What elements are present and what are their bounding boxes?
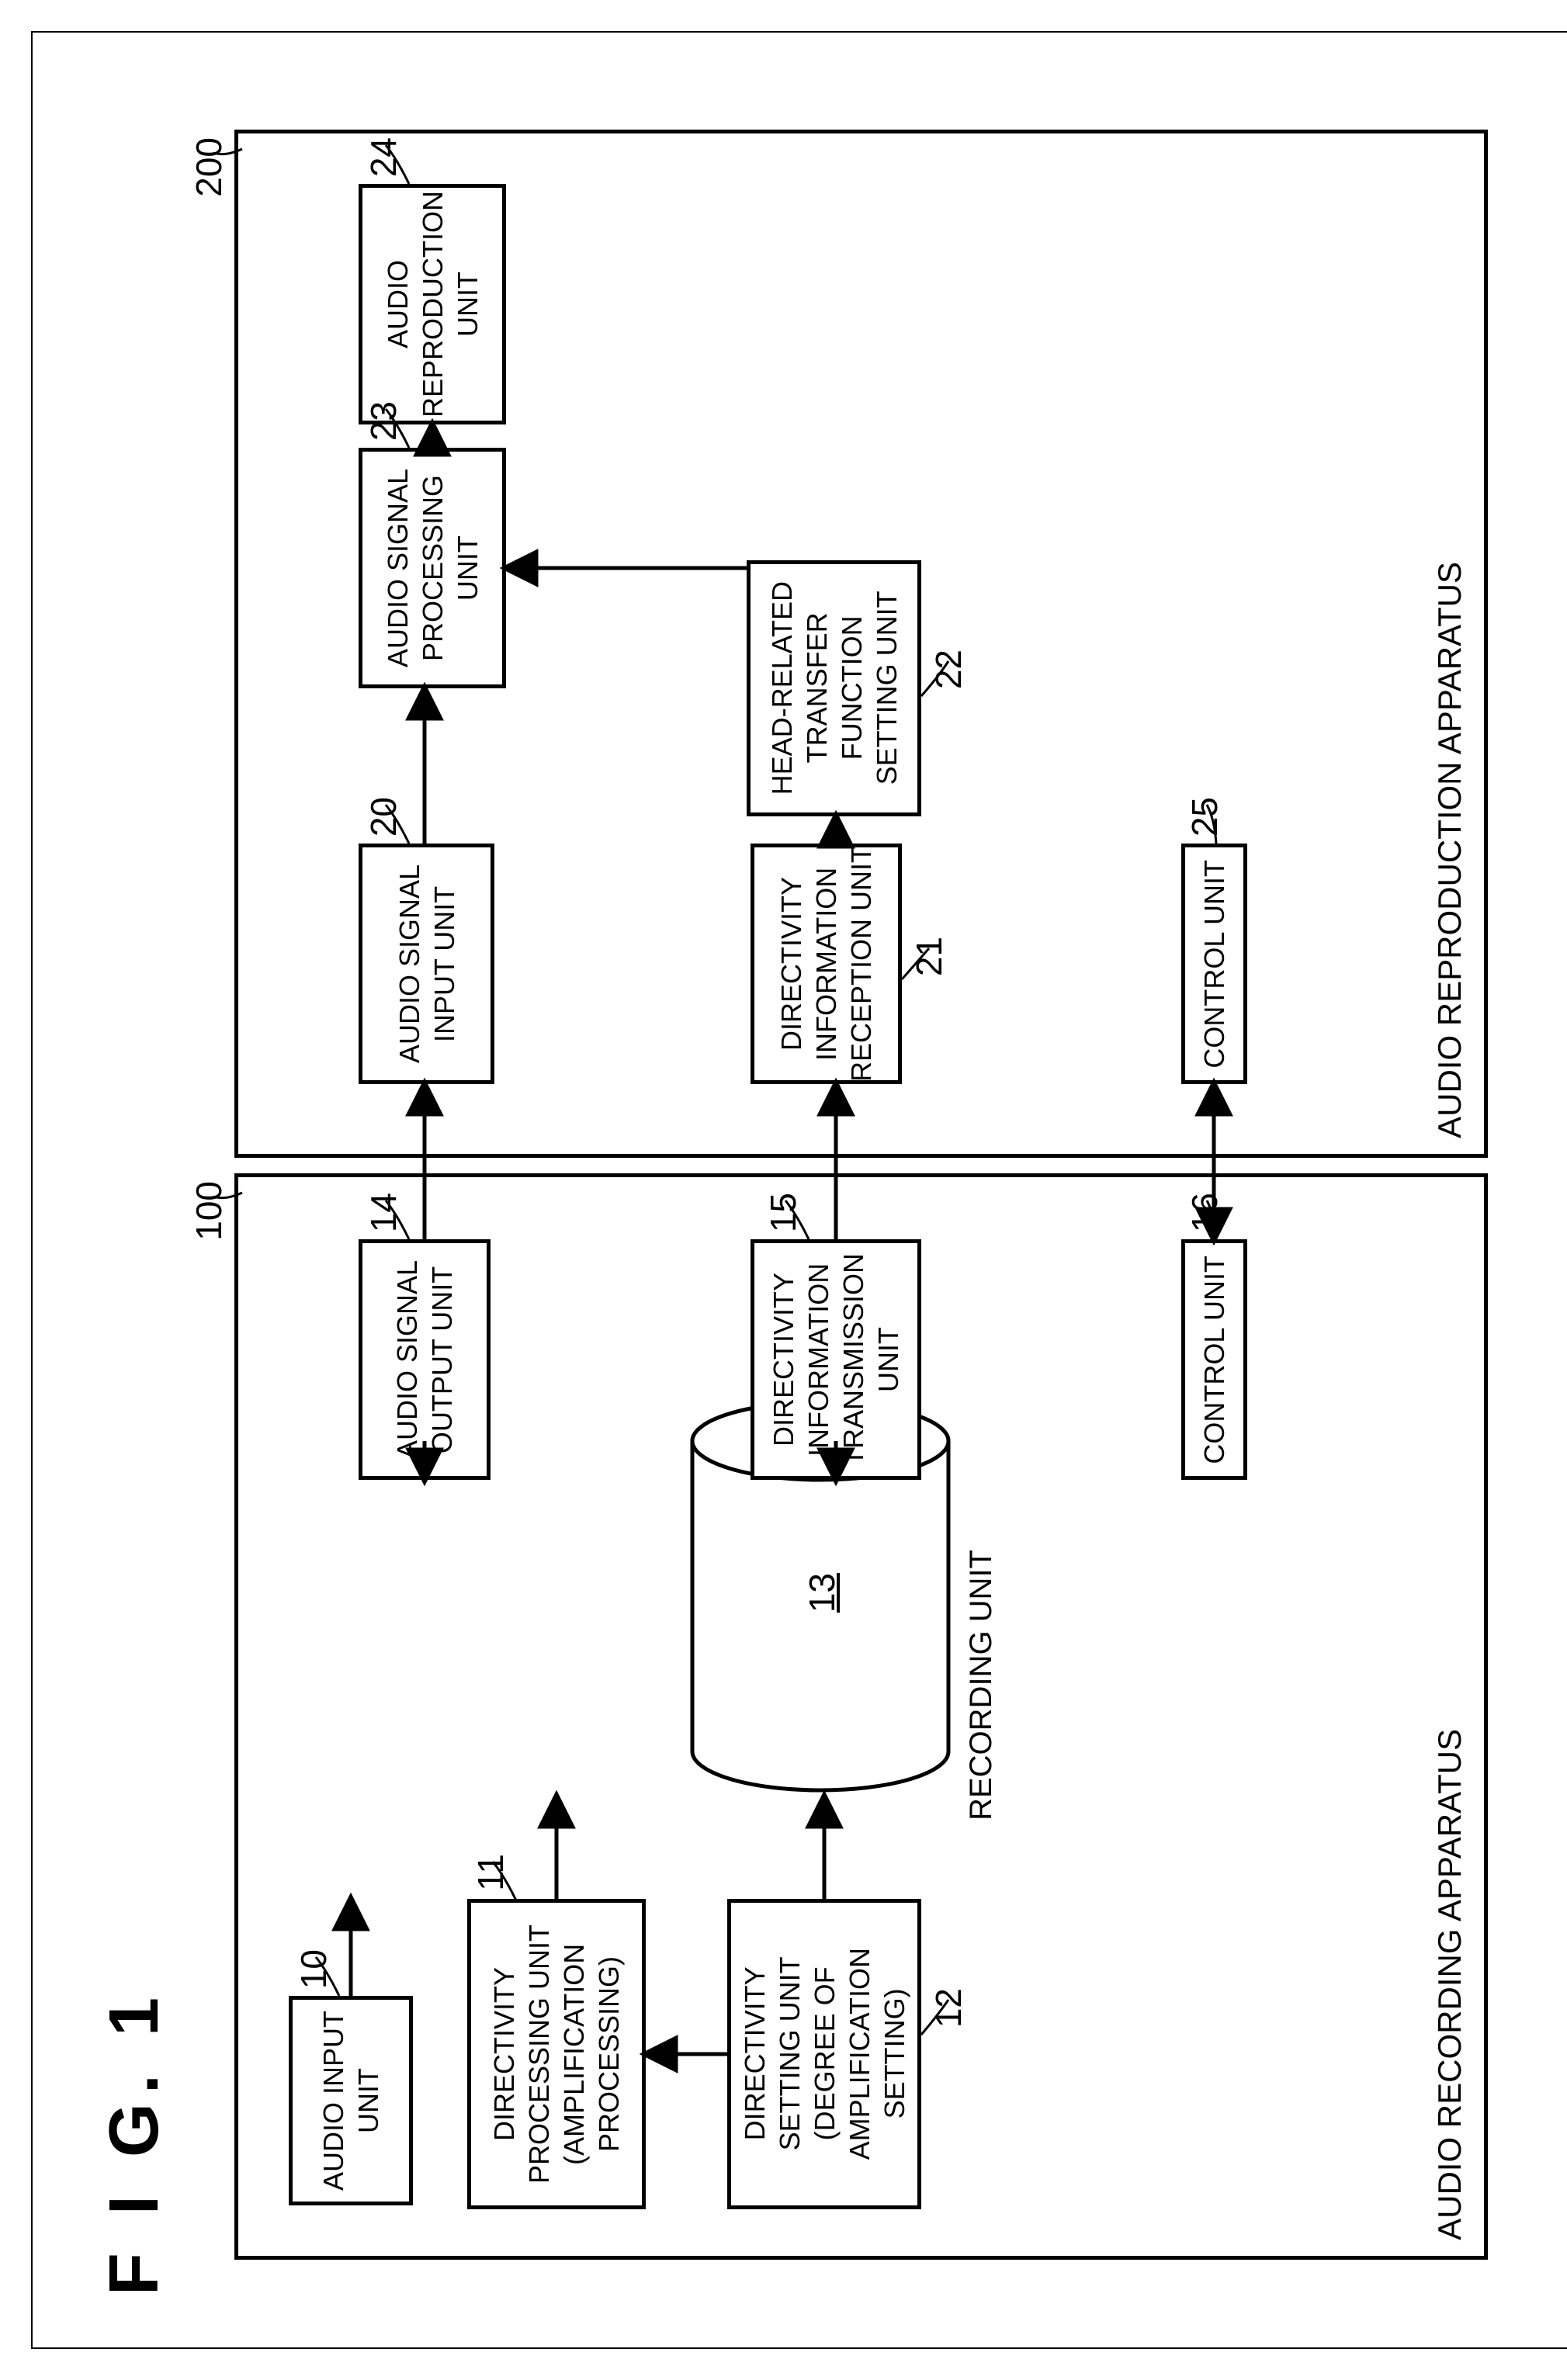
ref-20: 20 [362,797,404,837]
recording-unit-label: RECORDING UNIT [964,1550,999,1821]
recording-unit-ref: 13 [801,1573,843,1613]
block-label: DIRECTIVITY SETTING UNIT (DEGREE OF AMPL… [737,1948,912,2160]
reproduction-apparatus-label: AUDIO REPRODUCTION APPARATUS [1431,562,1468,1138]
block-label: CONTROL UNIT [1197,860,1232,1069]
ref-11: 11 [470,1854,511,1891]
control-unit-recording-block: CONTROL UNIT [1181,1239,1247,1480]
block-label: HEAD-RELATED TRANSFER FUNCTION SETTING U… [764,581,904,795]
ref-14: 14 [362,1193,404,1232]
ref-24: 24 [362,137,404,177]
ref-25: 25 [1184,797,1226,837]
ref-22: 22 [927,650,969,689]
audio-signal-output-unit-block: AUDIO SIGNAL OUTPUT UNIT [359,1239,491,1480]
block-label: AUDIO SIGNAL OUTPUT UNIT [390,1260,459,1459]
ref-10: 10 [293,1949,335,1989]
ref-23: 23 [362,401,404,441]
block-label: DIRECTIVITY INFORMATION TRANSMISSION UNI… [766,1253,906,1466]
ref-21: 21 [908,937,950,976]
ref-12: 12 [927,1988,969,2028]
recording-apparatus-label: AUDIO RECORDING APPARATUS [1431,1729,1468,2240]
control-unit-reproduction-block: CONTROL UNIT [1181,844,1247,1084]
directivity-setting-unit-block: DIRECTIVITY SETTING UNIT (DEGREE OF AMPL… [727,1899,921,2209]
ref-100: 100 [188,1181,230,1241]
ref-15: 15 [762,1193,804,1232]
audio-reproduction-unit-block: AUDIO REPRODUCTION UNIT [359,184,506,424]
directivity-processing-unit-block: DIRECTIVITY PROCESSING UNIT (AMPLIFICATI… [467,1899,646,2209]
directivity-info-tx-unit-block: DIRECTIVITY INFORMATION TRANSMISSION UNI… [751,1239,921,1480]
audio-input-unit-block: AUDIO INPUT UNIT [289,1996,413,2205]
block-label: AUDIO REPRODUCTION UNIT [380,191,485,417]
ref-200: 200 [188,137,230,197]
audio-signal-input-unit-block: AUDIO SIGNAL INPUT UNIT [359,844,494,1084]
ref-16: 16 [1184,1193,1226,1232]
figure-title: F I G. 1 [95,1988,175,2295]
block-label: CONTROL UNIT [1197,1256,1232,1464]
block-label: AUDIO SIGNAL PROCESSING UNIT [380,469,485,667]
directivity-info-rx-unit-block: DIRECTIVITY INFORMATION RECEPTION UNIT [751,844,902,1084]
block-label: DIRECTIVITY INFORMATION RECEPTION UNIT [774,846,879,1082]
hrtf-setting-unit-block: HEAD-RELATED TRANSFER FUNCTION SETTING U… [747,560,921,816]
audio-signal-processing-unit-block: AUDIO SIGNAL PROCESSING UNIT [359,448,506,688]
figure-page: F I G. 1 AUDIO RECORDING APPARATUS AUDIO… [31,31,1567,2349]
block-label: DIRECTIVITY PROCESSING UNIT (AMPLIFICATI… [487,1924,626,2184]
block-label: AUDIO INPUT UNIT [316,2011,386,2191]
block-label: AUDIO SIGNAL INPUT UNIT [392,864,462,1063]
